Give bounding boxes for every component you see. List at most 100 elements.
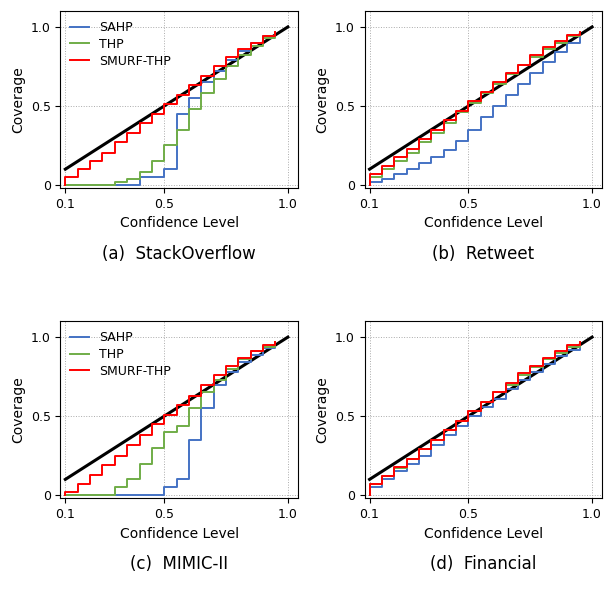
SMURF-THP: [61, 492, 69, 499]
THP: [260, 34, 267, 42]
SAHP: [198, 405, 205, 412]
SMURF-THP: [247, 347, 254, 355]
SAHP: [148, 492, 155, 499]
THP: [185, 106, 193, 113]
THP: [210, 376, 217, 383]
THP: [61, 492, 69, 499]
SAHP: [210, 381, 217, 388]
SAHP: [235, 47, 242, 54]
Text: (b)  Retweet: (b) Retweet: [432, 245, 534, 263]
THP: [160, 142, 168, 149]
X-axis label: Confidence Level: Confidence Level: [424, 527, 543, 541]
THP: [136, 169, 143, 176]
SMURF-THP: [160, 110, 168, 118]
SAHP: [136, 492, 143, 499]
THP: [74, 492, 82, 499]
SMURF-THP: [148, 120, 155, 127]
X-axis label: Confidence Level: Confidence Level: [120, 216, 239, 230]
SAHP: [235, 56, 242, 64]
SMURF-THP: [173, 101, 181, 108]
SMURF-THP: [222, 371, 230, 378]
SMURF-THP: [148, 421, 155, 428]
SMURF-THP: [123, 441, 131, 448]
X-axis label: Confidence Level: Confidence Level: [120, 527, 239, 541]
THP: [136, 476, 143, 483]
X-axis label: Confidence Level: Confidence Level: [424, 216, 543, 230]
THP: [148, 460, 155, 467]
THP: [87, 181, 94, 188]
SMURF-THP: [272, 33, 279, 40]
THP: [272, 30, 279, 37]
SMURF-THP: [272, 342, 279, 349]
SMURF-THP: [185, 392, 193, 399]
SMURF-THP: [111, 150, 119, 157]
THP: [210, 75, 217, 83]
SAHP: [136, 173, 143, 181]
THP: [173, 126, 181, 133]
Y-axis label: Coverage: Coverage: [11, 67, 25, 133]
THP: [160, 158, 168, 165]
SMURF-THP: [160, 421, 168, 428]
SAHP: [123, 492, 131, 499]
SMURF-THP: [136, 120, 143, 127]
SMURF-THP: [99, 158, 106, 165]
SAHP: [198, 78, 205, 86]
THP: [235, 365, 242, 372]
Legend: SAHP, THP, SMURF-THP: SAHP, THP, SMURF-THP: [67, 327, 174, 381]
SMURF-THP: [260, 39, 267, 46]
SAHP: [272, 33, 279, 40]
SAHP: [247, 359, 254, 366]
SAHP: [148, 492, 155, 499]
SMURF-THP: [123, 452, 131, 459]
THP: [222, 75, 230, 83]
THP: [235, 356, 242, 363]
SMURF-THP: [173, 91, 181, 99]
SAHP: [87, 181, 94, 188]
THP: [61, 181, 69, 188]
SAHP: [74, 492, 82, 499]
SMURF-THP: [160, 101, 168, 108]
SAHP: [87, 492, 94, 499]
SMURF-THP: [235, 46, 242, 53]
SAHP: [61, 492, 69, 499]
Y-axis label: Coverage: Coverage: [11, 377, 25, 443]
THP: [198, 90, 205, 97]
THP: [148, 444, 155, 451]
THP: [99, 181, 106, 188]
SAHP: [198, 94, 205, 102]
SMURF-THP: [123, 139, 131, 146]
Text: (a)  StackOverflow: (a) StackOverflow: [102, 245, 256, 263]
Legend: SAHP, THP, SMURF-THP: SAHP, THP, SMURF-THP: [67, 17, 174, 71]
Line: SAHP: SAHP: [65, 31, 276, 185]
SMURF-THP: [87, 166, 94, 173]
SAHP: [247, 47, 254, 54]
SMURF-THP: [136, 432, 143, 439]
SAHP: [111, 492, 119, 499]
THP: [222, 376, 230, 383]
SAHP: [61, 492, 69, 499]
SMURF-THP: [210, 371, 217, 378]
SMURF-THP: [260, 342, 267, 349]
THP: [210, 90, 217, 97]
SAHP: [222, 68, 230, 75]
SAHP: [136, 492, 143, 499]
Text: (c)  MIMIC-II: (c) MIMIC-II: [130, 555, 228, 573]
SMURF-THP: [99, 462, 106, 469]
SAHP: [148, 173, 155, 181]
SMURF-THP: [173, 402, 181, 409]
SMURF-THP: [111, 452, 119, 459]
SMURF-THP: [235, 354, 242, 361]
Line: THP: THP: [65, 342, 276, 495]
THP: [160, 444, 168, 451]
Line: SMURF-THP: SMURF-THP: [65, 342, 276, 495]
SAHP: [160, 492, 168, 499]
SMURF-THP: [74, 488, 82, 495]
SMURF-THP: [61, 492, 69, 499]
SMURF-THP: [87, 471, 94, 478]
SMURF-THP: [61, 173, 69, 181]
SAHP: [222, 56, 230, 64]
THP: [210, 389, 217, 396]
SAHP: [247, 39, 254, 46]
SMURF-THP: [99, 471, 106, 478]
SMURF-THP: [247, 354, 254, 361]
